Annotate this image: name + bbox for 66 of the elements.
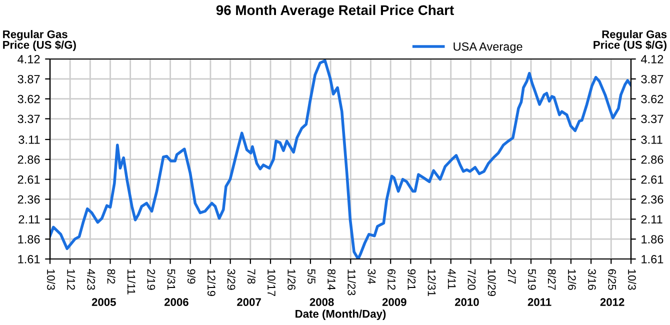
y-tick-label: 3.11 <box>18 136 40 144</box>
y-tick-label: 4.12 <box>18 55 40 64</box>
x-tick-label: 7/20 <box>468 269 476 290</box>
x-tick-label: 9/9 <box>187 269 196 284</box>
y-tick-label: 2.11 <box>18 215 40 224</box>
x2-tick-label: 2009 <box>382 298 406 306</box>
y2-tick-label: 2.36 <box>641 195 664 204</box>
x-tick-label: 3/16 <box>588 269 596 290</box>
x2-tick-label: 2006 <box>164 298 188 306</box>
y2-tick-label: 3.37 <box>641 114 664 124</box>
y2-tick-label: 1.86 <box>642 235 664 244</box>
y-tick-label: 2.86 <box>18 155 40 164</box>
y-tick-label: 3.37 <box>18 114 40 124</box>
x2-tick-label: 2011 <box>528 298 552 306</box>
x-tick-label: 12/31 <box>428 270 436 296</box>
legend-label: USA Average <box>454 42 522 54</box>
x-tick-label: 5/5 <box>307 269 316 284</box>
y-tick-label: 3.87 <box>18 74 40 84</box>
x-tick-label: 2/19 <box>147 269 156 290</box>
x-tick-label: 3/29 <box>227 269 236 290</box>
x-tick-label: 8/14 <box>328 269 336 290</box>
x-tick-label: 10/3 <box>47 270 56 290</box>
y-tick-label: 1.86 <box>18 235 40 244</box>
x2-tick-label: 2005 <box>92 298 116 306</box>
x-tick-label: 4/11 <box>448 268 456 289</box>
y-axis-title: Regular Gas Price (US $/G) <box>3 30 76 51</box>
y-tick-label: 2.61 <box>18 175 40 184</box>
x-tick-label: 12/6 <box>568 270 576 290</box>
x-tick-label: 12/19 <box>207 270 216 296</box>
x-tick-label: 8/27 <box>548 269 556 290</box>
y2-axis-title: Regular Gas Price (US $/G) <box>594 30 667 51</box>
x-tick-label: 3/4 <box>368 269 376 284</box>
y-tick-label: 2.36 <box>18 195 40 204</box>
y2-tick-label: 3.62 <box>641 94 664 104</box>
x-tick-label: 11/23 <box>348 270 356 296</box>
x-tick-label: 6/12 <box>388 269 396 290</box>
x-tick-label: 5/19 <box>528 269 536 290</box>
y2-tick-label: 1.61 <box>642 255 664 264</box>
x-tick-label: 1/12 <box>67 270 76 290</box>
x2-tick-label: 2012 <box>600 298 624 306</box>
y2-tick-label: 4.12 <box>640 55 664 64</box>
x-tick-label: 4/23 <box>87 268 96 290</box>
y2-tick-label: 2.11 <box>641 215 662 224</box>
x-tick-label: 1/26 <box>288 270 296 290</box>
x2-tick-label: 2007 <box>237 298 261 306</box>
x-tick-label: 8/2 <box>107 269 116 284</box>
x-tick-label: 5/31 <box>167 269 176 290</box>
x-tick-label: 6/25 <box>608 269 616 290</box>
y-tick-label: 3.62 <box>18 94 40 104</box>
x-tick-label: 11/11 <box>127 270 136 294</box>
y2-tick-label: 3.11 <box>641 136 662 144</box>
y2-tick-label: 2.61 <box>641 175 664 184</box>
y-tick-label: 1.61 <box>18 255 40 264</box>
x-tick-label: 10/29 <box>488 270 496 296</box>
x-tick-label: 2/7 <box>508 269 516 284</box>
y2-tick-label: 2.86 <box>641 155 664 164</box>
x-tick-label: 7/8 <box>247 269 256 284</box>
y2-tick-label: 3.87 <box>641 74 664 84</box>
x2-tick-label: 2008 <box>310 298 334 306</box>
x-tick-label: 9/21 <box>408 269 416 290</box>
x2-tick-label: 2010 <box>454 298 479 306</box>
x-tick-label: 10/3 <box>628 270 636 290</box>
x-tick-label: 10/17 <box>268 270 276 296</box>
x-axis-title: Date (Month/Day) <box>296 310 386 320</box>
line-series <box>50 59 631 259</box>
chart-title: 96 Month Average Retail Price Chart <box>216 4 454 18</box>
